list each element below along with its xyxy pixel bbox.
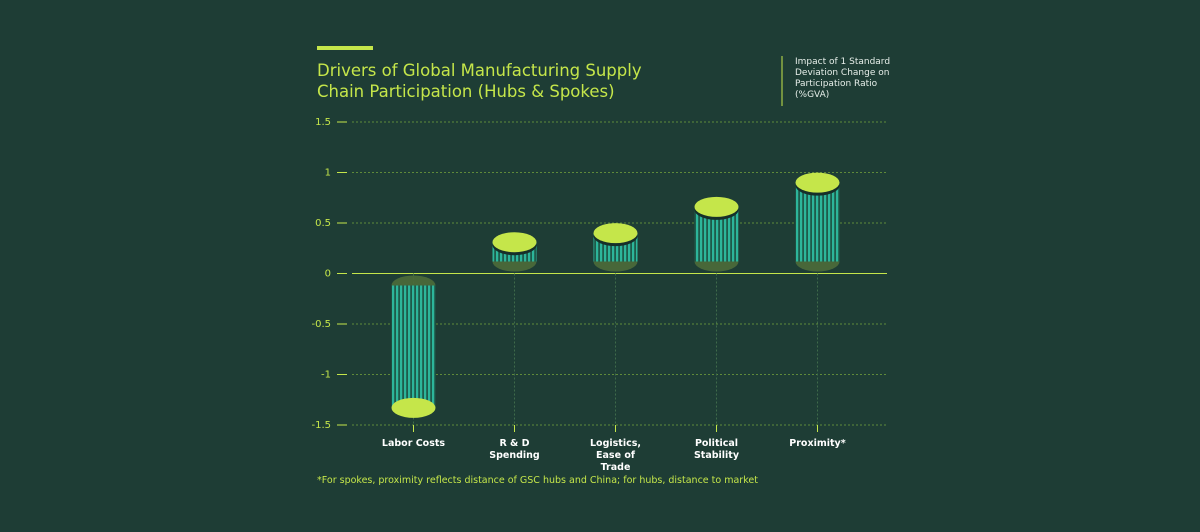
bar-cap: [795, 172, 840, 193]
x-tick-label: R & D Spending: [489, 438, 540, 461]
y-tick-label: 0.5: [315, 218, 331, 229]
bar-cap: [492, 232, 537, 253]
bar-cap: [391, 397, 436, 418]
bar: [391, 285, 436, 408]
x-tick-label: Political Stability: [693, 438, 740, 461]
y-tick-label: 1: [325, 168, 331, 179]
accent-bar: [317, 46, 373, 50]
y-tick-label: -0.5: [311, 319, 331, 330]
y-tick-label: -1.5: [311, 420, 331, 431]
bar-cap: [694, 196, 739, 217]
y-tick-label: 1.5: [315, 117, 331, 128]
footnote: *For spokes, proximity reflects distance…: [317, 475, 758, 486]
y-tick-label: 0: [325, 269, 331, 280]
y-tick-label: -1: [321, 370, 331, 381]
chart-title: Drivers of Global Manufacturing Supply C…: [317, 61, 642, 101]
bar-cap: [593, 223, 638, 244]
x-tick-label: Logistics, Ease of Trade: [590, 438, 641, 473]
bar: [795, 182, 840, 262]
legend-note: Impact of 1 Standard Deviation Change on…: [795, 57, 891, 100]
x-tick-label: Labor Costs: [381, 438, 446, 449]
x-tick-label: Proximity*: [789, 438, 846, 449]
